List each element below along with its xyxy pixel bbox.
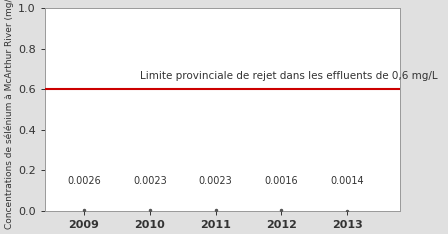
Text: 0.0023: 0.0023	[133, 176, 167, 186]
Text: 0.0016: 0.0016	[264, 176, 298, 186]
Text: 0.0014: 0.0014	[330, 176, 364, 186]
Text: 0.0026: 0.0026	[67, 176, 101, 186]
Text: 0.0023: 0.0023	[198, 176, 233, 186]
Text: Limite provinciale de rejet dans les effluents de 0,6 mg/L: Limite provinciale de rejet dans les eff…	[141, 71, 438, 81]
Y-axis label: Concentrations de sélénium à McArthur River (mg/L): Concentrations de sélénium à McArthur Ri…	[4, 0, 14, 229]
